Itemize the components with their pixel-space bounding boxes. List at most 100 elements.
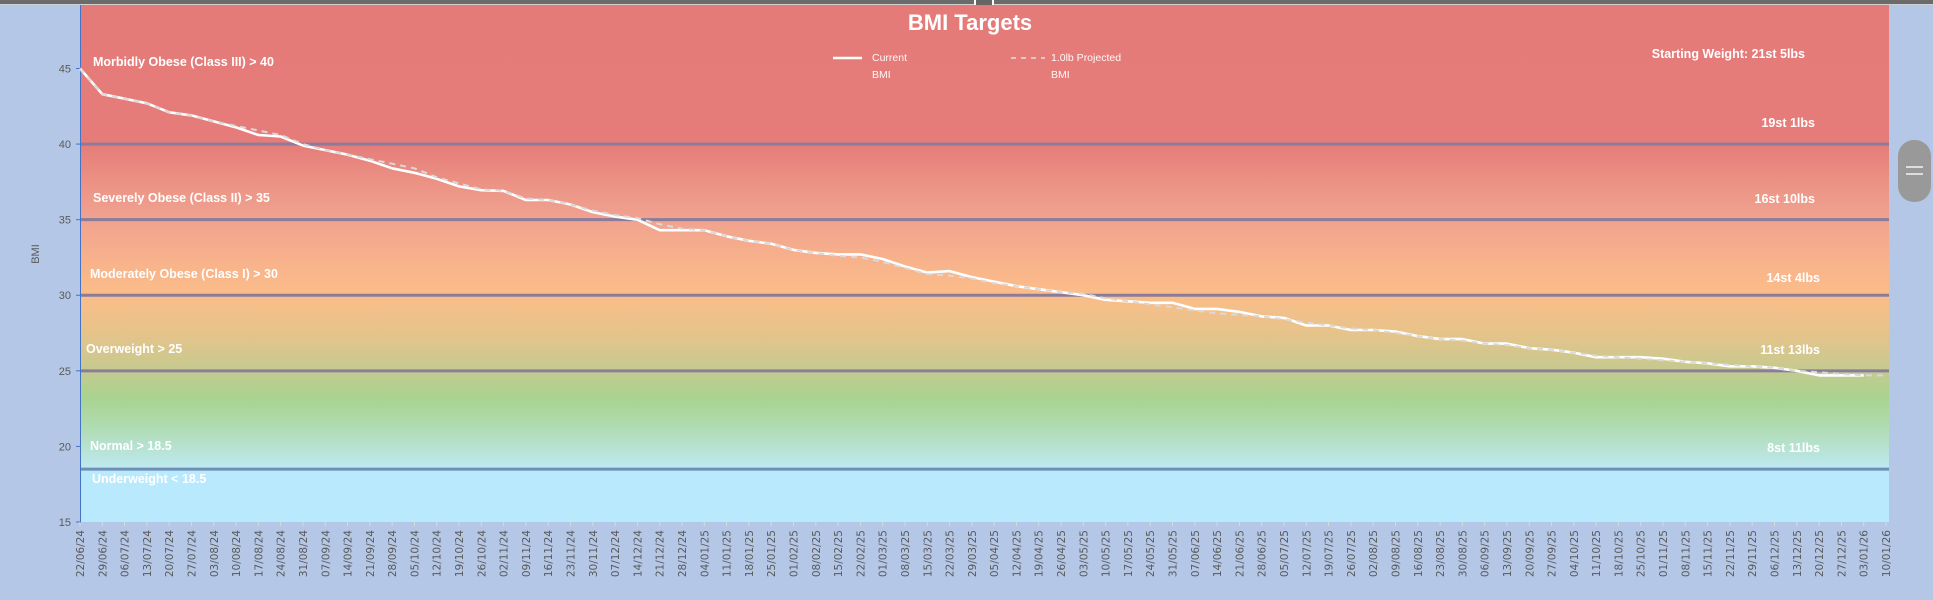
x-tick-label: 28/06/25 <box>1257 530 1269 577</box>
x-tick-label: 26/07/25 <box>1346 530 1358 577</box>
x-tick-label: 22/11/25 <box>1725 530 1737 577</box>
label-underweight: Underweight < 18.5 <box>92 472 207 486</box>
x-tick-label: 08/11/25 <box>1680 530 1692 577</box>
x-tick-label: 19/10/24 <box>454 530 466 577</box>
x-tick-label: 01/11/25 <box>1658 530 1670 577</box>
x-tick-label: 07/09/24 <box>320 530 332 577</box>
x-tick-label: 29/03/25 <box>967 530 979 577</box>
x-tick-label: 02/08/25 <box>1368 530 1380 577</box>
x-tick-label: 08/03/25 <box>900 530 912 577</box>
x-tick-label: 10/05/25 <box>1101 530 1113 577</box>
x-tick-label: 15/03/25 <box>922 530 934 577</box>
x-tick-label: 08/02/25 <box>811 530 823 577</box>
x-tick-label: 09/11/24 <box>521 530 533 577</box>
x-tick-label: 20/07/24 <box>164 530 176 577</box>
label-morbidly-obese: Morbidly Obese (Class III) > 40 <box>93 55 274 69</box>
x-tick-label: 21/12/24 <box>655 530 667 577</box>
x-tick-label: 01/03/25 <box>878 530 890 577</box>
x-tick-label: 28/12/24 <box>677 530 689 577</box>
y-tick-label: 45 <box>59 63 71 75</box>
legend-projected-line2: BMI <box>1051 69 1070 81</box>
weight-bmi-40: 19st 1lbs <box>1761 116 1815 130</box>
x-tick-label: 27/07/24 <box>186 530 198 577</box>
x-tick-label: 22/03/25 <box>945 530 957 577</box>
x-tick-label: 03/01/26 <box>1859 530 1871 577</box>
x-tick-label: 30/08/25 <box>1457 530 1469 577</box>
weight-bmi-25: 11st 13lbs <box>1760 343 1820 357</box>
x-tick-label: 22/06/24 <box>75 530 87 577</box>
y-tick-label: 30 <box>59 290 71 302</box>
x-tick-label: 05/04/25 <box>989 530 1001 577</box>
y-tick-label: 15 <box>59 517 71 529</box>
legend-current: Current BMI <box>872 50 907 84</box>
x-tick-label: 12/07/25 <box>1301 530 1313 577</box>
x-tick-label: 30/11/24 <box>588 530 600 577</box>
projected-bmi-line <box>79 67 1886 377</box>
x-tick-label: 26/04/25 <box>1056 530 1068 577</box>
x-tick-label: 29/06/24 <box>97 530 109 577</box>
plot-area <box>81 5 1889 522</box>
y-tick-label: 20 <box>59 441 71 453</box>
x-tick-label: 14/09/24 <box>343 530 355 577</box>
x-tick-label: 21/06/25 <box>1234 530 1246 577</box>
x-tick-label: 18/01/25 <box>744 530 756 577</box>
y-axis-label: BMI <box>29 244 42 264</box>
legend-projected-line1: 1.0lb Projected <box>1051 52 1122 64</box>
x-tick-label: 01/02/25 <box>788 530 800 577</box>
x-tick-label: 13/07/24 <box>142 530 154 577</box>
y-tick-label: 25 <box>59 366 71 378</box>
chart-title: BMI Targets <box>907 10 1033 35</box>
y-tick-label: 35 <box>59 215 71 227</box>
x-tick-label: 25/01/25 <box>766 530 778 577</box>
x-tick-label: 11/10/25 <box>1591 530 1603 577</box>
x-tick-label: 06/09/25 <box>1480 530 1492 577</box>
x-tick-label: 17/08/24 <box>253 530 265 577</box>
current-bmi-line <box>79 67 1864 377</box>
top-border <box>0 0 1933 5</box>
x-tick-label: 15/11/25 <box>1703 530 1715 577</box>
x-tick-label: 07/06/25 <box>1190 530 1202 577</box>
x-tick-label: 03/05/25 <box>1078 530 1090 577</box>
weight-bmi-18-5: 8st 11lbs <box>1767 441 1820 455</box>
legend-projected: 1.0lb Projected BMI <box>1051 50 1121 84</box>
x-tick-label: 21/09/24 <box>365 530 377 577</box>
x-tick-label: 04/10/25 <box>1569 530 1581 577</box>
x-tick-label: 12/04/25 <box>1011 530 1023 577</box>
x-tick-label: 31/08/24 <box>298 530 310 577</box>
x-tick-label: 16/11/24 <box>543 530 555 577</box>
x-tick-label: 11/01/25 <box>722 530 734 577</box>
x-tick-label: 28/09/24 <box>387 530 399 577</box>
y-axis-line <box>80 5 81 523</box>
x-tick-label: 22/02/25 <box>855 530 867 577</box>
x-tick-label: 19/04/25 <box>1034 530 1046 577</box>
x-tick-label: 19/07/25 <box>1324 530 1336 577</box>
label-moderately-obese: Moderately Obese (Class I) > 30 <box>90 267 278 281</box>
x-tick-label: 26/10/24 <box>476 530 488 577</box>
x-tick-label: 06/12/25 <box>1770 530 1782 577</box>
x-tick-label: 05/10/24 <box>409 530 421 577</box>
weight-bmi-30: 14st 4lbs <box>1766 271 1820 285</box>
x-tick-label: 02/11/24 <box>499 530 511 577</box>
y-tick-label: 40 <box>59 139 71 151</box>
x-tick-label: 17/05/25 <box>1123 530 1135 577</box>
x-tick-label: 23/11/24 <box>566 530 578 577</box>
x-tick-label: 07/12/24 <box>610 530 622 577</box>
grip-line-icon <box>1906 166 1923 168</box>
x-tick-label: 16/08/25 <box>1413 530 1425 577</box>
weight-bmi-35: 16st 10lbs <box>1754 192 1815 206</box>
x-tick-label: 27/12/25 <box>1836 530 1848 577</box>
x-tick-label: 31/05/25 <box>1168 530 1180 577</box>
x-tick-label: 04/01/25 <box>699 530 711 577</box>
x-tick-label: 24/08/24 <box>276 530 288 577</box>
label-severely-obese: Severely Obese (Class II) > 35 <box>93 191 270 205</box>
starting-weight: Starting Weight: 21st 5lbs <box>1651 47 1805 61</box>
scrollbar-handle[interactable] <box>1898 140 1931 202</box>
x-tick-label: 10/01/26 <box>1881 530 1893 577</box>
x-tick-label: 09/08/25 <box>1390 530 1402 577</box>
legend-current-line1: Current <box>872 52 908 64</box>
x-tick-label: 15/02/25 <box>833 530 845 577</box>
x-tick-label: 03/08/24 <box>209 530 221 577</box>
x-tick-label: 25/10/25 <box>1636 530 1648 577</box>
x-tick-label: 14/06/25 <box>1212 530 1224 577</box>
